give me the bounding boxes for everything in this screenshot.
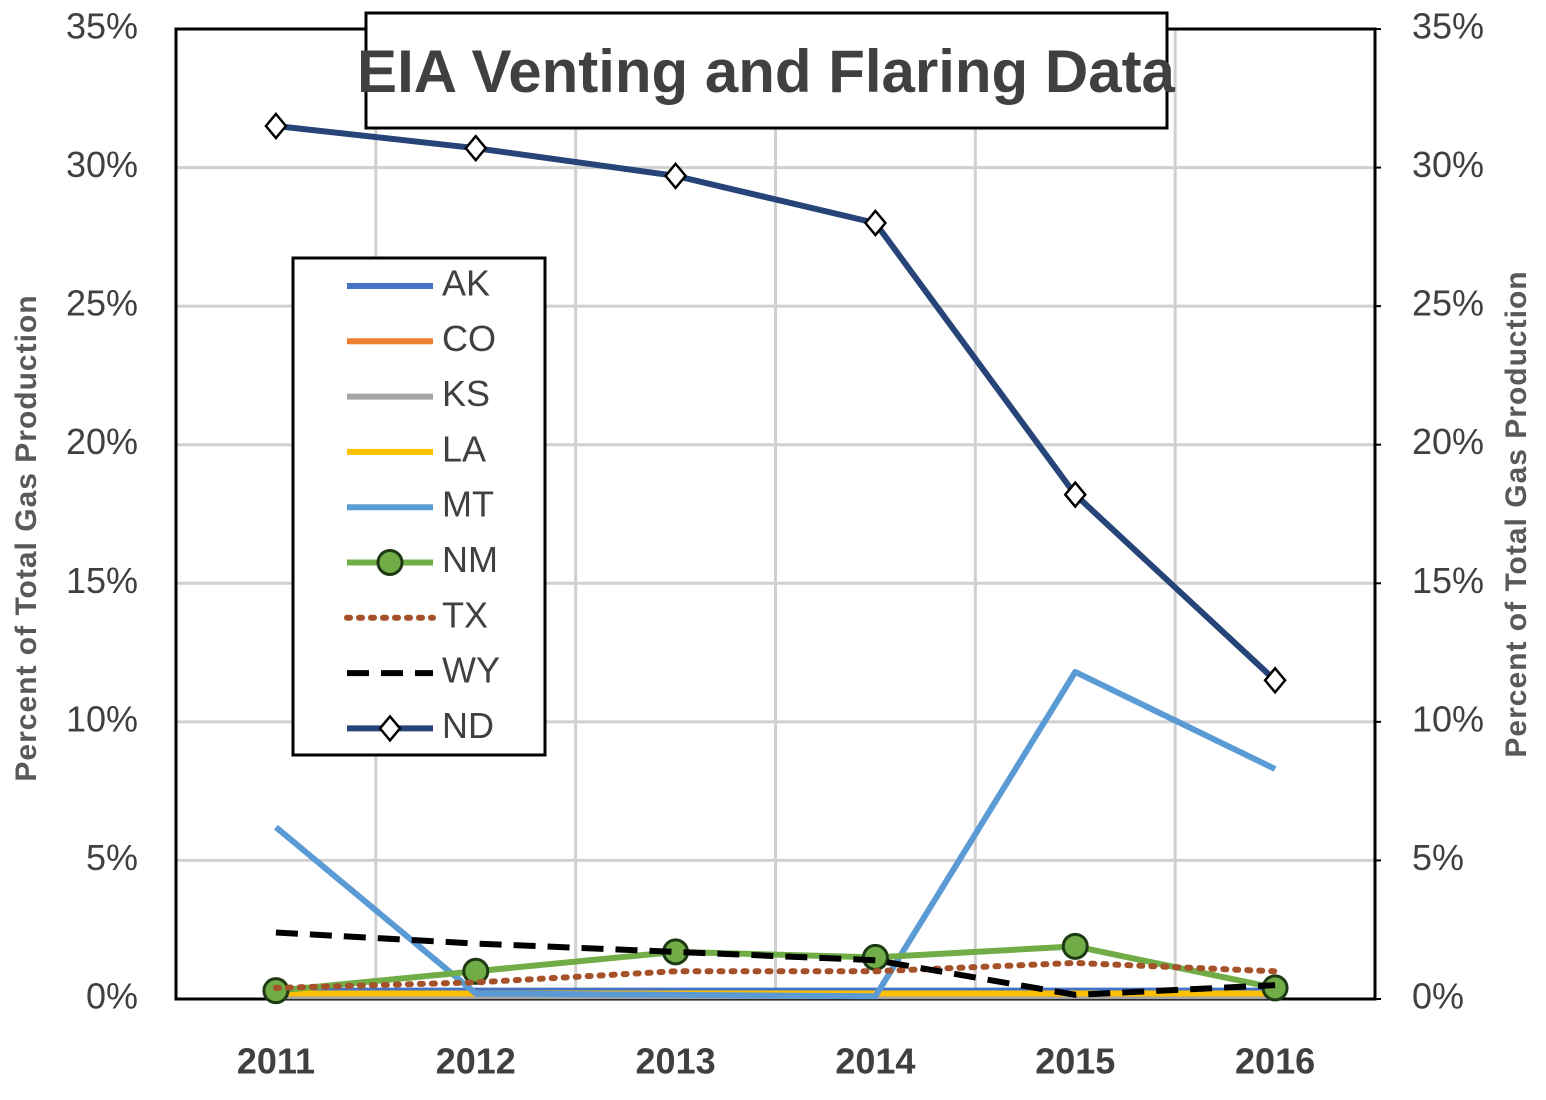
x-tick-label: 2011 xyxy=(237,1041,315,1082)
x-tick-label: 2012 xyxy=(436,1041,516,1082)
series-line xyxy=(275,943,1276,994)
y-tick-label: 20% xyxy=(66,421,138,462)
series-line xyxy=(275,123,1278,683)
x-tick-label: 2014 xyxy=(835,1041,915,1082)
chart-title: EIA Venting and Flaring Data xyxy=(357,38,1176,105)
marker xyxy=(464,134,488,163)
marker xyxy=(376,549,404,576)
legend-label: LA xyxy=(442,428,486,469)
y-tick-label: 25% xyxy=(66,283,138,324)
y2-tick-label: 35% xyxy=(1412,6,1484,47)
legend-label: KS xyxy=(442,373,490,414)
y2-axis-label: Percent of Total Gas Production xyxy=(1500,270,1533,757)
y-axis-label: Percent of Total Gas Production xyxy=(10,294,43,781)
marker xyxy=(378,714,402,743)
x-tick-label: 2016 xyxy=(1235,1041,1315,1082)
x-tick-label: 2013 xyxy=(636,1041,716,1082)
y2-tick-label: 10% xyxy=(1412,698,1484,739)
legend-label: TX xyxy=(442,594,488,635)
marker xyxy=(462,957,490,985)
series-line xyxy=(275,929,1276,998)
y-tick-label: 15% xyxy=(66,560,138,601)
marker xyxy=(264,112,288,140)
y2-tick-label: 25% xyxy=(1412,283,1484,324)
legend-label: AK xyxy=(442,263,490,304)
y2-tick-label: 5% xyxy=(1412,837,1464,878)
y2-tick-label: 20% xyxy=(1412,421,1484,462)
legend-label: ND xyxy=(442,705,494,746)
y-tick-label: 0% xyxy=(86,976,138,1017)
y2-tick-label: 15% xyxy=(1412,560,1484,601)
legend-label: CO xyxy=(442,318,496,359)
y2-tick-label: 30% xyxy=(1412,144,1484,185)
series-line xyxy=(272,959,1279,991)
legend-label: WY xyxy=(442,650,500,691)
x-tick-label: 2015 xyxy=(1035,1041,1115,1082)
y-tick-label: 5% xyxy=(86,837,138,878)
marker xyxy=(663,161,688,190)
marker xyxy=(1061,932,1089,960)
legend-label: NM xyxy=(442,539,498,580)
y-tick-label: 30% xyxy=(66,144,138,185)
y-tick-label: 10% xyxy=(66,698,138,739)
y2-tick-label: 0% xyxy=(1412,976,1464,1017)
legend-label: MT xyxy=(442,484,494,525)
marker xyxy=(1263,666,1287,695)
marker xyxy=(1063,480,1087,509)
marker xyxy=(863,209,888,237)
series-line xyxy=(273,668,1277,1000)
title-box xyxy=(364,11,1169,130)
y-tick-label: 35% xyxy=(66,6,138,47)
